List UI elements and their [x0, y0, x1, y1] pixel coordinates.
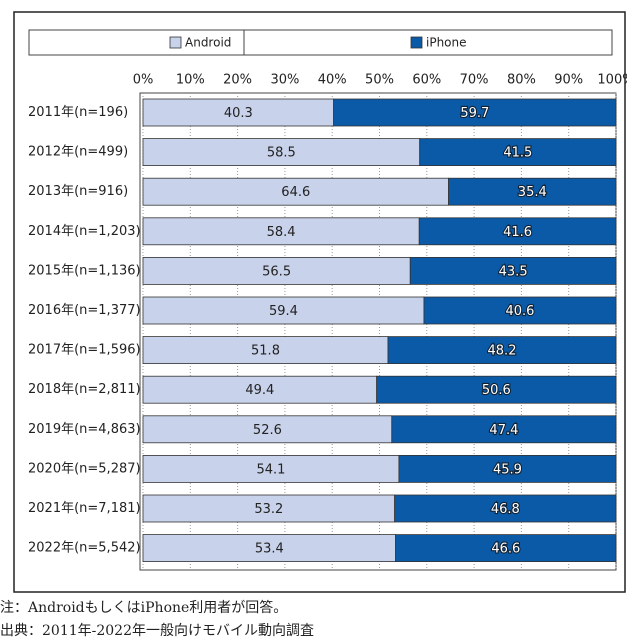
x-tick-label: 90%: [554, 73, 583, 88]
value-label: 45.9: [493, 462, 522, 477]
y-tick-label: 2022年(n=5,542): [28, 541, 141, 556]
x-tick-label: 20%: [223, 73, 252, 88]
y-tick-label: 2016年(n=1,377): [28, 303, 141, 318]
y-tick-label: 2012年(n=499): [28, 145, 128, 160]
legend-swatch: [169, 36, 182, 49]
value-label: 58.4: [267, 225, 296, 240]
bar-segment: [409, 256, 617, 285]
legend-swatch: [410, 36, 423, 49]
legend-label: iPhone: [426, 36, 467, 50]
x-tick-label: 80%: [507, 73, 536, 88]
value-label: 40.3: [224, 106, 253, 121]
value-label: 53.4: [255, 542, 284, 557]
bar-segment: [142, 98, 335, 127]
bar-segment: [387, 336, 617, 365]
value-label: 48.2: [488, 344, 517, 359]
y-tick-label: 2019年(n=4,863): [28, 422, 141, 437]
bar-segment: [142, 138, 421, 167]
value-label: 53.2: [254, 502, 283, 517]
note: 注：AndroidもしくはiPhone利用者が回答。: [0, 599, 287, 616]
value-label: 47.4: [489, 423, 518, 438]
bar-segment: [142, 256, 411, 285]
x-tick-label: 70%: [460, 73, 489, 88]
bar-segment: [423, 296, 617, 325]
value-label: 56.5: [262, 264, 291, 279]
bar-segment: [448, 177, 617, 206]
value-label: 59.4: [269, 304, 298, 319]
bar-segment: [142, 454, 400, 483]
x-tick-label: 50%: [365, 73, 394, 88]
value-label: 51.8: [251, 344, 280, 359]
plot-area: [139, 92, 617, 571]
x-tick-label: 30%: [270, 73, 299, 88]
bar-segment: [376, 375, 617, 404]
value-label: 35.4: [518, 185, 547, 200]
value-label: 49.4: [245, 383, 274, 398]
value-label: 41.6: [503, 225, 532, 240]
bar-segment: [419, 138, 617, 167]
bar-segment: [398, 454, 617, 483]
y-tick-label: 2014年(n=1,203): [28, 224, 141, 239]
value-label: 64.6: [281, 185, 310, 200]
x-tick-label: 40%: [318, 73, 347, 88]
value-label: 43.5: [499, 264, 528, 279]
y-tick-label: 2020年(n=5,287): [28, 461, 141, 476]
bar-segment: [333, 98, 617, 127]
legend-label: Android: [185, 36, 231, 50]
bar-segment: [142, 336, 389, 365]
bar-segment: [418, 217, 617, 246]
bar-segment: [394, 494, 617, 523]
bar-segment: [142, 534, 396, 562]
legend-box: [28, 29, 613, 56]
bar-segment: [395, 534, 617, 562]
y-tick-label: 2018年(n=2,811): [28, 382, 141, 397]
value-label: 50.6: [482, 383, 511, 398]
note: 出典：2011年-2022年一般向けモバイル動向調査: [0, 623, 314, 639]
bar-segment: [142, 494, 396, 523]
y-tick-label: 2015年(n=1,136): [28, 263, 141, 278]
value-label: 59.7: [460, 106, 489, 121]
value-label: 54.1: [256, 462, 285, 477]
value-label: 46.6: [491, 542, 520, 557]
bar-segment: [142, 217, 420, 246]
x-tick-label: 100%: [597, 73, 627, 88]
y-tick-label: 2013年(n=916): [28, 184, 128, 199]
bar-segment: [142, 375, 378, 404]
bar-segment: [142, 415, 393, 444]
y-tick-label: 2011年(n=196): [28, 105, 128, 120]
bar-segment: [391, 415, 617, 444]
value-label: 52.6: [253, 423, 282, 438]
value-label: 46.8: [491, 502, 520, 517]
value-label: 58.5: [267, 146, 296, 161]
frame: [13, 11, 626, 593]
x-tick-label: 10%: [176, 73, 205, 88]
x-tick-label: 60%: [412, 73, 441, 88]
value-label: 41.5: [503, 146, 532, 161]
y-tick-label: 2021年(n=7,181): [28, 501, 141, 516]
y-tick-label: 2017年(n=1,596): [28, 343, 141, 358]
value-label: 40.6: [506, 304, 535, 319]
x-tick-label: 0%: [133, 73, 154, 88]
